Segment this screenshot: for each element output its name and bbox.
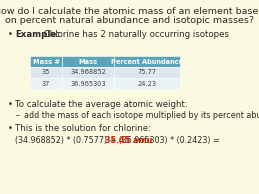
Bar [114, 56, 180, 67]
Text: 35.45 amu: 35.45 amu [105, 136, 152, 145]
Text: To calculate the average atomic weight:: To calculate the average atomic weight: [15, 100, 188, 109]
Text: 37: 37 [42, 81, 50, 87]
Text: 24.23: 24.23 [138, 81, 156, 87]
Bar [30, 78, 62, 89]
Text: Percent Abundance: Percent Abundance [111, 59, 183, 64]
Bar [62, 78, 114, 89]
Bar [62, 67, 114, 78]
Bar [62, 56, 114, 67]
Bar [114, 78, 180, 89]
Bar [114, 67, 180, 78]
Text: add the mass of each isotope multiplied by its percent abundance: add the mass of each isotope multiplied … [24, 111, 259, 120]
Text: How do I calculate the atomic mass of an element based: How do I calculate the atomic mass of an… [0, 7, 259, 16]
Text: 36.965303: 36.965303 [70, 81, 106, 87]
Text: on percent natural abundance and isotopic masses?: on percent natural abundance and isotopi… [5, 16, 254, 25]
Text: This is the solution for chlorine:: This is the solution for chlorine: [15, 124, 151, 133]
Text: 35: 35 [42, 69, 50, 75]
Bar [30, 56, 62, 67]
Text: Chlorine has 2 naturally occurring isotopes: Chlorine has 2 naturally occurring isoto… [41, 30, 229, 39]
Text: 34.968852: 34.968852 [70, 69, 106, 75]
Text: •: • [8, 100, 13, 109]
Text: –: – [16, 111, 20, 120]
Text: 75.77: 75.77 [138, 69, 156, 75]
Text: Mass #: Mass # [33, 59, 59, 64]
Text: •: • [8, 124, 13, 133]
Text: Mass: Mass [78, 59, 98, 64]
Text: •: • [8, 30, 13, 39]
Bar [30, 67, 62, 78]
Text: (34.968852) * (0.7577) + (36.965303) * (0.2423) =: (34.968852) * (0.7577) + (36.965303) * (… [15, 136, 222, 145]
Text: Example:: Example: [15, 30, 60, 39]
